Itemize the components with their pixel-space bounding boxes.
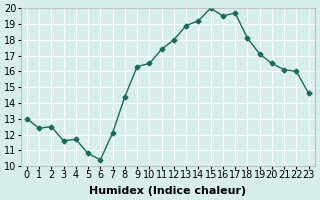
X-axis label: Humidex (Indice chaleur): Humidex (Indice chaleur) <box>89 186 246 196</box>
